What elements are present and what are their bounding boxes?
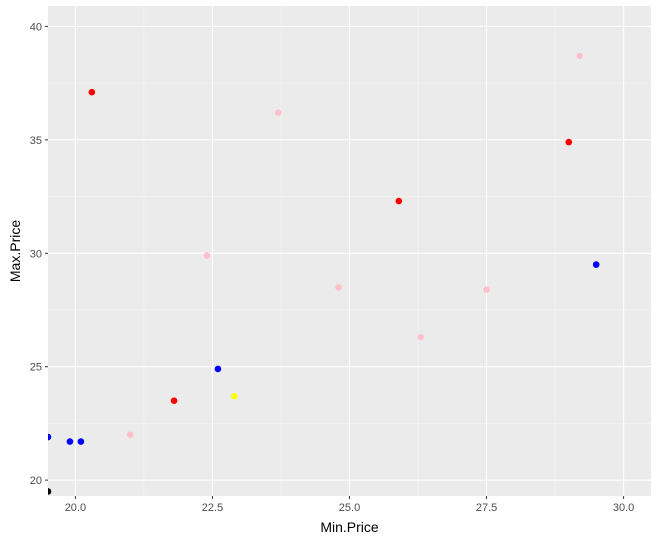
data-point [88, 88, 96, 96]
x-tick-label: 20.0 [65, 502, 86, 514]
data-point [231, 392, 238, 400]
y-axis-title: Max.Price [7, 220, 23, 282]
data-point [170, 397, 178, 405]
major-gridlines [48, 6, 651, 496]
data-point [576, 52, 584, 60]
x-tick-label: 27.5 [476, 502, 497, 514]
data-point [395, 197, 403, 205]
data-point [214, 365, 222, 373]
data-point [48, 488, 52, 495]
data-point [592, 261, 600, 268]
x-axis-title: Min.Price [320, 519, 379, 535]
y-tick-label: 35 [30, 135, 42, 147]
x-tick-label: 25.0 [339, 502, 360, 514]
y-axis-ticks: 20 25 30 35 40 [30, 21, 48, 487]
y-tick-label: 40 [30, 21, 42, 33]
x-axis-ticks: 20.0 22.5 25.0 27.5 30.0 [65, 496, 634, 514]
data-points [48, 52, 600, 495]
y-tick-label: 25 [30, 362, 42, 374]
data-point [77, 438, 85, 445]
data-point [274, 109, 282, 116]
x-tick-label: 22.5 [202, 502, 223, 514]
data-point [126, 431, 134, 439]
data-point [66, 438, 74, 445]
data-point [483, 286, 490, 293]
y-tick-label: 20 [30, 475, 42, 487]
y-tick-label: 30 [30, 248, 42, 260]
data-point [565, 138, 573, 146]
data-point [417, 333, 425, 341]
data-point [335, 283, 342, 291]
x-tick-label: 30.0 [613, 502, 634, 514]
data-point [203, 252, 211, 259]
data-point [48, 433, 52, 441]
